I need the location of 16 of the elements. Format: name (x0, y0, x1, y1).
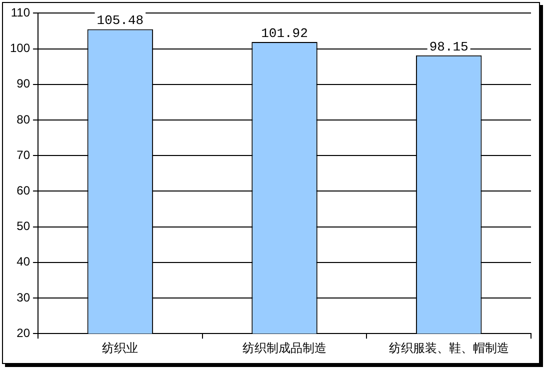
y-tick-label: 40 (16, 254, 30, 269)
y-tick-label: 30 (16, 290, 30, 304)
y-tick-label: 50 (16, 219, 30, 234)
x-tick-label: 纺织服装、鞋、帽制造 (388, 340, 509, 355)
y-tick-label: 80 (16, 112, 30, 126)
y-tick-label: 70 (16, 148, 30, 162)
data-label: 98.15 (429, 39, 468, 54)
y-tick-label: 20 (16, 326, 30, 340)
data-label: 105.48 (96, 13, 144, 28)
y-tick-label: 60 (16, 184, 30, 198)
x-tick-label: 纺织业 (102, 340, 138, 355)
x-tick-label: 纺织制成品制造 (242, 340, 327, 355)
y-tick-label: 90 (16, 76, 30, 91)
y-tick-label: 110 (10, 6, 30, 20)
y-tick-label: 100 (10, 41, 30, 56)
data-label: 101.92 (261, 26, 308, 41)
